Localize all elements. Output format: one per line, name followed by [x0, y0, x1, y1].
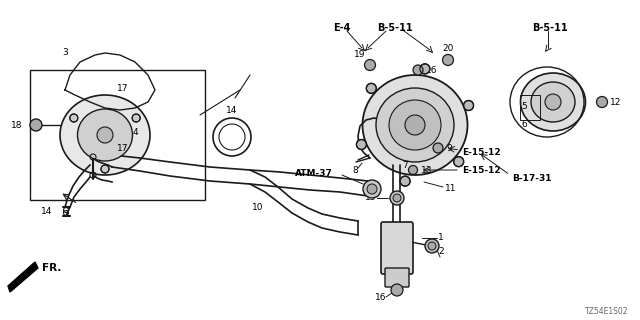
Circle shape [454, 156, 463, 167]
Circle shape [365, 60, 376, 70]
Circle shape [70, 114, 78, 122]
Text: 11: 11 [445, 183, 456, 193]
Text: 16: 16 [426, 66, 438, 75]
Text: 17: 17 [117, 143, 129, 153]
Text: 1: 1 [438, 234, 444, 243]
Circle shape [363, 180, 381, 198]
Ellipse shape [376, 88, 454, 162]
Circle shape [101, 165, 109, 173]
Ellipse shape [77, 109, 132, 161]
Text: E-15-12: E-15-12 [462, 148, 500, 156]
Circle shape [413, 65, 423, 75]
Text: 3: 3 [62, 47, 68, 57]
Circle shape [405, 115, 425, 135]
Circle shape [132, 114, 140, 122]
Text: 2: 2 [438, 247, 444, 257]
Circle shape [366, 84, 376, 93]
Circle shape [442, 54, 454, 66]
Text: B-5-11: B-5-11 [377, 23, 413, 33]
Circle shape [400, 176, 410, 186]
Text: FR.: FR. [42, 263, 61, 273]
Circle shape [545, 94, 561, 110]
Circle shape [367, 184, 377, 194]
Circle shape [463, 100, 474, 110]
Text: 8: 8 [352, 165, 358, 174]
Circle shape [97, 127, 113, 143]
Circle shape [596, 97, 607, 108]
Text: 13: 13 [421, 165, 433, 174]
Circle shape [390, 191, 404, 205]
Ellipse shape [60, 95, 150, 175]
Text: 4: 4 [133, 127, 139, 137]
Circle shape [30, 119, 42, 131]
Text: 14: 14 [40, 207, 52, 217]
Circle shape [433, 143, 443, 153]
Text: 19: 19 [355, 50, 365, 59]
Circle shape [408, 165, 417, 174]
Text: 6: 6 [521, 119, 527, 129]
Circle shape [420, 64, 430, 74]
Text: 9: 9 [446, 143, 452, 153]
Ellipse shape [520, 73, 586, 131]
Text: 7: 7 [402, 161, 408, 170]
FancyBboxPatch shape [385, 268, 409, 287]
Circle shape [393, 194, 401, 202]
Circle shape [425, 239, 439, 253]
Ellipse shape [531, 82, 575, 122]
Text: B-17-31: B-17-31 [512, 173, 552, 182]
Text: 17: 17 [117, 84, 129, 92]
Text: 15: 15 [365, 194, 376, 203]
Bar [520, 95, 540, 120]
Text: 16: 16 [374, 293, 386, 302]
Text: B-5-11: B-5-11 [532, 23, 568, 33]
Text: ATM-37: ATM-37 [295, 169, 333, 178]
Circle shape [356, 140, 367, 149]
Text: 20: 20 [442, 44, 454, 52]
Bar [30, 70, 205, 200]
Polygon shape [8, 262, 38, 292]
Ellipse shape [362, 75, 467, 175]
Text: E-4: E-4 [333, 23, 351, 33]
Circle shape [391, 284, 403, 296]
Text: 10: 10 [252, 204, 264, 212]
Text: 18: 18 [10, 121, 22, 130]
Ellipse shape [389, 100, 441, 150]
Text: TZ54E1S02: TZ54E1S02 [584, 308, 628, 316]
Text: E-15-12: E-15-12 [462, 165, 500, 174]
FancyBboxPatch shape [381, 222, 413, 274]
Text: 5: 5 [521, 101, 527, 110]
Text: 12: 12 [610, 98, 621, 107]
Circle shape [428, 242, 436, 250]
Text: 14: 14 [227, 106, 237, 115]
